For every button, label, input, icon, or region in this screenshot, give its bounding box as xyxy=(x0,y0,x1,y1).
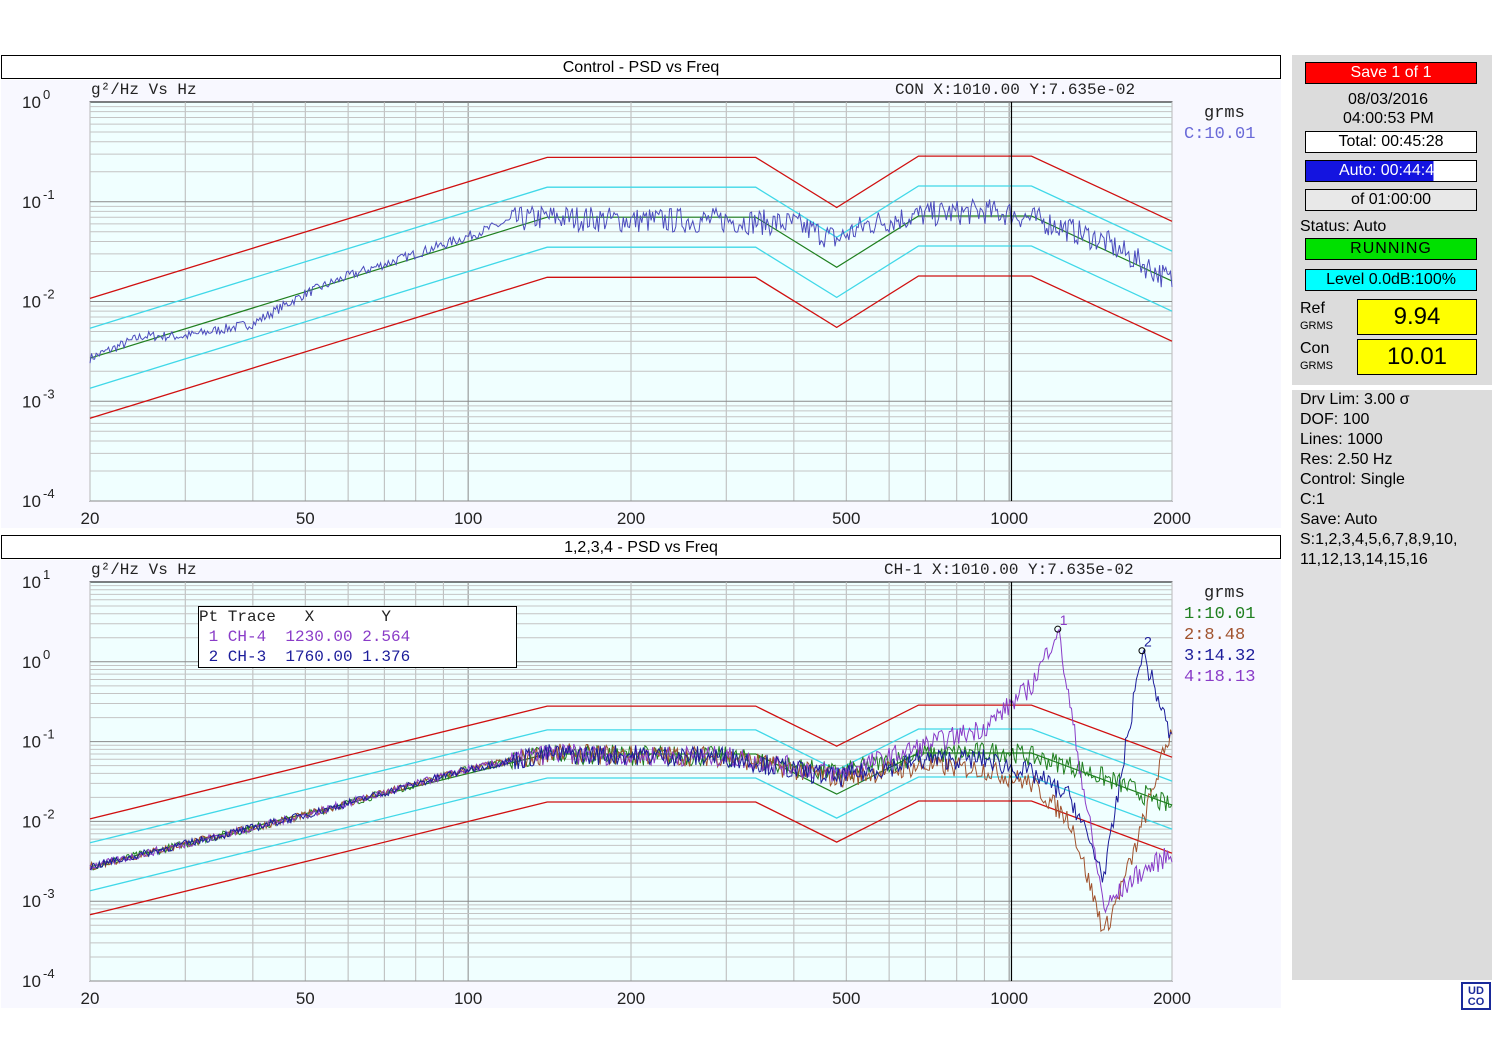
alarm-limit-lower xyxy=(89,245,1173,389)
auto-time: Auto: 00:44:48 xyxy=(1305,160,1477,182)
ref-unit: GRMS xyxy=(1300,320,1333,332)
peak-table: Pt Trace X Y 1 CH-4 1230.00 2.564 2 CH-3… xyxy=(198,606,517,668)
alarm-limit-lower xyxy=(89,776,1173,892)
x-tick-label: 2000 xyxy=(1153,509,1191,528)
peak-row: 2 CH-3 1760.00 1.376 xyxy=(199,648,411,666)
y-tick-label: 10 xyxy=(22,892,41,911)
legend-ch3: 3:14.32 xyxy=(1184,647,1256,666)
y-tick-label: 10 xyxy=(22,653,41,672)
abort-limit-upper xyxy=(89,704,1173,820)
series-line-2 xyxy=(89,729,1173,933)
x-tick-label: 2000 xyxy=(1153,989,1191,1008)
running-indicator: RUNNING xyxy=(1305,238,1477,260)
info-save-list: S:1,2,3,4,5,6,7,8,9,10, xyxy=(1300,531,1458,548)
con-label: Con xyxy=(1300,340,1330,357)
con-grms-value: 10.01 xyxy=(1357,339,1477,375)
info-save-list-cont: 11,12,13,14,15,16 xyxy=(1300,551,1428,568)
x-tick-label: 500 xyxy=(832,989,860,1008)
peak-marker xyxy=(1054,625,1062,633)
series-line-3 xyxy=(89,648,1173,883)
con-unit: GRMS xyxy=(1300,360,1333,372)
x-tick-label: 20 xyxy=(81,509,100,528)
info-save: Save: Auto xyxy=(1300,511,1378,528)
y-tick-label: 10 xyxy=(22,733,41,752)
of-time: of 01:00:00 xyxy=(1305,189,1477,211)
time-label: 04:00:53 PM xyxy=(1343,110,1434,127)
save-indicator[interactable]: Save 1 of 1 xyxy=(1305,62,1477,84)
date-label: 08/03/2016 xyxy=(1348,91,1429,108)
y-tick-label: 10 xyxy=(22,972,41,991)
y-tick-exponent: -3 xyxy=(43,886,55,901)
y-tick-label: 10 xyxy=(22,573,41,592)
y-tick-label: 10 xyxy=(22,193,41,212)
logo-text: UDCO xyxy=(1467,985,1485,1008)
abort-limit-lower xyxy=(89,275,1173,419)
peak-label: 1 xyxy=(1060,612,1068,628)
top-cursor-readout: CON X:1010.00 Y:7.635e-02 xyxy=(895,81,1136,99)
y-tick-exponent: -2 xyxy=(43,806,55,821)
x-tick-label: 200 xyxy=(617,509,645,528)
y-tick-label: 10 xyxy=(22,293,41,312)
x-tick-label: 100 xyxy=(454,509,482,528)
y-tick-exponent: 0 xyxy=(43,87,50,102)
total-time: Total: 00:45:28 xyxy=(1305,131,1477,153)
abort-limit-lower xyxy=(89,800,1173,916)
y-tick-label: 10 xyxy=(22,392,41,411)
series-line-1 xyxy=(89,197,1173,364)
y-tick-exponent: 1 xyxy=(43,567,50,582)
y-tick-exponent: -1 xyxy=(43,727,55,742)
ref-label: Ref xyxy=(1300,300,1325,317)
info-control: Control: Single xyxy=(1300,471,1405,488)
y-tick-exponent: -1 xyxy=(43,187,55,202)
status-label: Status: Auto xyxy=(1300,218,1387,235)
x-tick-label: 50 xyxy=(296,989,315,1008)
y-tick-exponent: -4 xyxy=(43,966,55,981)
bottom-cursor-readout: CH-1 X:1010.00 Y:7.635e-02 xyxy=(884,561,1134,579)
legend-ch1: 1:10.01 xyxy=(1184,605,1256,624)
y-tick-exponent: -2 xyxy=(43,287,55,302)
peak-row: 1 CH-4 1230.00 2.564 xyxy=(199,628,411,646)
level-indicator[interactable]: Level 0.0dB:100% xyxy=(1305,269,1477,291)
x-tick-label: 1000 xyxy=(990,509,1028,528)
y-tick-label: 10 xyxy=(22,93,41,112)
info-drive-limit: Drv Lim: 3.00 σ xyxy=(1300,391,1410,408)
y-tick-label: 10 xyxy=(22,812,41,831)
info-dof: DOF: 100 xyxy=(1300,411,1370,428)
x-tick-label: 500 xyxy=(832,509,860,528)
info-resolution: Res: 2.50 Hz xyxy=(1300,451,1393,468)
info-panel xyxy=(1292,390,1492,980)
x-tick-label: 100 xyxy=(454,989,482,1008)
ref-grms-value: 9.94 xyxy=(1357,299,1477,335)
y-tick-label: 10 xyxy=(22,492,41,511)
legend-ch4: 4:18.13 xyxy=(1184,668,1256,687)
legend-ch2: 2:8.48 xyxy=(1184,626,1246,645)
alarm-limit-upper xyxy=(89,728,1173,844)
bottom-chart-title: 1,2,3,4 - PSD vs Freq xyxy=(1,535,1281,559)
x-tick-label: 50 xyxy=(296,509,315,528)
x-tick-label: 20 xyxy=(81,989,100,1008)
y-tick-exponent: 0 xyxy=(43,647,50,662)
udco-logo: UDCO xyxy=(1461,982,1491,1010)
peak-table-header: Pt Trace X Y xyxy=(199,608,392,626)
y-tick-exponent: -3 xyxy=(43,386,55,401)
peak-label: 2 xyxy=(1144,634,1152,650)
info-channel: C:1 xyxy=(1300,491,1325,508)
peak-marker xyxy=(1138,647,1146,655)
abort-limit-upper xyxy=(89,155,1173,300)
top-chart-title: Control - PSD vs Freq xyxy=(1,55,1281,79)
top-legend-item: C:10.01 xyxy=(1184,125,1256,144)
top-legend-title: grms xyxy=(1204,104,1245,123)
top-units-label: g²/Hz Vs Hz xyxy=(91,81,197,99)
info-lines: Lines: 1000 xyxy=(1300,431,1383,448)
y-tick-exponent: -4 xyxy=(43,486,55,501)
bottom-units-label: g²/Hz Vs Hz xyxy=(91,561,197,579)
bottom-legend-title: grms xyxy=(1204,584,1245,603)
x-tick-label: 200 xyxy=(617,989,645,1008)
x-tick-label: 1000 xyxy=(990,989,1028,1008)
